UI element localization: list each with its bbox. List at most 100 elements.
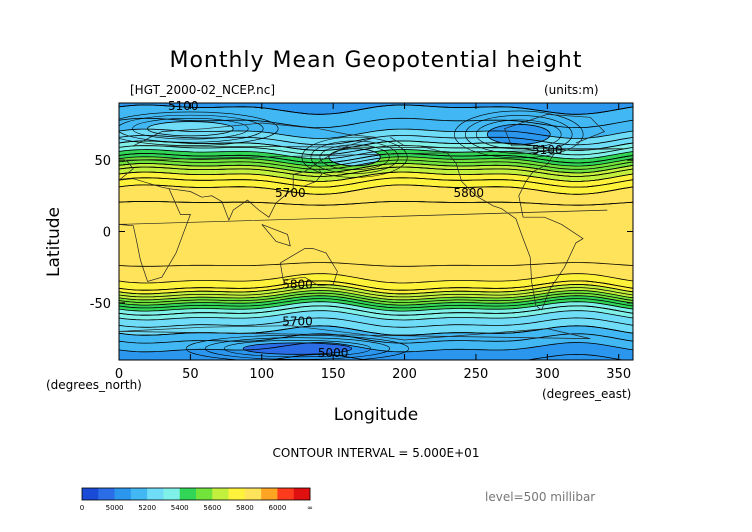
y-tick-label-50: 50 [94, 154, 111, 169]
x-tick-label-350: 350 [606, 367, 631, 382]
colorbar: 0 5000 5200 5400 5600 5800 6000 ∞ [80, 487, 313, 512]
contour-line-5850 [119, 262, 633, 267]
band-north-fill-5150 [119, 103, 633, 128]
pressure-features [119, 110, 584, 360]
y-tick-label--50: -50 [90, 297, 111, 312]
x-axis-ticks: 0 50 100 150 200 250 300 350 [115, 103, 631, 382]
colorbar-label-2: 5200 [138, 504, 156, 512]
colorbar-swatch-13 [293, 488, 311, 500]
y-unit-label: (degrees_north) [46, 378, 142, 392]
colorbar-swatch-7 [196, 488, 213, 500]
colorbar-label-1: 5000 [106, 504, 124, 512]
colorbar-swatch-4 [147, 488, 164, 500]
colorbar-label-5: 5800 [236, 504, 254, 512]
contour-label-0: 5100 [168, 99, 199, 113]
contour-line-5800 [119, 184, 633, 195]
feature-low-3 [242, 342, 353, 355]
contour-line-5350 [119, 305, 633, 316]
coastline-1 [119, 178, 608, 282]
contour-label-2: 5800 [454, 186, 485, 200]
contour-line-5800 [119, 273, 633, 284]
contour-line-5400 [119, 301, 633, 312]
feature-low-0 [486, 124, 551, 145]
colorbar-label-6: 6000 [269, 504, 287, 512]
x-tick-label-150: 150 [321, 367, 346, 382]
contour-label-3: 5700 [275, 186, 306, 200]
colorbar-label-4: 5600 [203, 504, 221, 512]
feature-ring-3-1 [223, 339, 372, 358]
contour-line-5250 [119, 317, 633, 328]
contour-line-5450 [119, 153, 633, 164]
contour-line-5700 [119, 171, 633, 182]
coastline-6 [304, 168, 323, 187]
band-north-fill-5100 [119, 103, 633, 115]
colorbar-swatch-9 [228, 488, 246, 500]
contour-line-5500 [119, 156, 633, 167]
colorbar-label-0: 0 [80, 504, 84, 512]
feature-high-1 [147, 121, 234, 137]
contour-line-5600 [119, 289, 633, 301]
coastline-0 [119, 122, 626, 181]
file-label: [HGT_2000-02_NCEP.nc] [130, 83, 276, 97]
feature-ring-0-3 [454, 110, 584, 159]
contour-line-5550 [119, 159, 633, 170]
coastline-5 [261, 224, 291, 247]
colorbar-swatch-11 [261, 488, 278, 500]
contour-line-5150 [119, 117, 633, 128]
feature-ring-0-1 [476, 119, 562, 150]
coastlines [119, 114, 626, 341]
contour-line-5300 [119, 140, 633, 151]
contour-line-5300 [119, 310, 633, 321]
contour-line-5500 [119, 295, 633, 306]
colorbar-swatch-1 [98, 488, 115, 500]
contour-line-5650 [119, 287, 633, 298]
contour-label-6: 5000 [318, 346, 349, 360]
x-tick-label-0: 0 [115, 367, 123, 382]
x-tick-label-50: 50 [182, 367, 199, 382]
contour-label-5: 5700 [282, 314, 313, 328]
chart-title: Monthly Mean Geopotential height [169, 48, 583, 73]
colorbar-swatch-6 [179, 488, 197, 500]
colorbar-frame [81, 487, 311, 501]
contour-line-5100 [119, 342, 633, 353]
feature-ring-1-3 [119, 111, 279, 146]
x-tick-label-100: 100 [249, 367, 274, 382]
x-tick-label-250: 250 [464, 367, 489, 382]
colorbar-label-7: ∞ [307, 504, 313, 512]
colorbar-swatch-8 [212, 488, 229, 500]
x-axis-title: Longitude [333, 405, 419, 425]
contour-line-5200 [119, 128, 633, 139]
feature-ring-3-2 [204, 337, 391, 360]
feature-ring-0-2 [465, 115, 573, 154]
x-tick-label-200: 200 [392, 367, 417, 382]
colorbar-swatch-0 [82, 488, 99, 500]
colorbar-swatch-3 [130, 488, 148, 500]
coastline-7 [119, 325, 591, 341]
contour-labels: 5100 5100 5800 5700 5800 5700 5000 [168, 99, 563, 360]
coastline-4 [390, 114, 606, 311]
level-text: level=500 millibar [485, 490, 596, 504]
colorbar-swatch-10 [244, 488, 262, 500]
contour-label-1: 5100 [532, 143, 563, 157]
units-label: (units:m) [544, 83, 599, 97]
feature-ring-1-1 [132, 118, 249, 140]
x-unit-label: (degrees_east) [542, 387, 632, 401]
colorbar-label-3: 5400 [171, 504, 189, 512]
contour-line-5650 [119, 166, 633, 177]
contour-line-5600 [119, 163, 633, 174]
contour-line-5700 [119, 283, 633, 295]
contour-line-5750 [119, 177, 633, 188]
x-tick-label-300: 300 [535, 367, 560, 382]
contour-line-5450 [119, 298, 633, 309]
coastline-2 [168, 136, 377, 222]
contour-lines [119, 104, 633, 360]
contour-line-5750 [119, 280, 633, 291]
contour-line-5150 [119, 333, 633, 344]
colorbar-swatch-12 [277, 488, 295, 500]
contour-line-5100 [119, 104, 633, 115]
contour-line-5850 [119, 200, 633, 206]
y-tick-label-0: 0 [103, 226, 111, 241]
y-axis-ticks: 50 0 -50 [90, 154, 633, 312]
colorbar-swatch-2 [114, 488, 132, 500]
